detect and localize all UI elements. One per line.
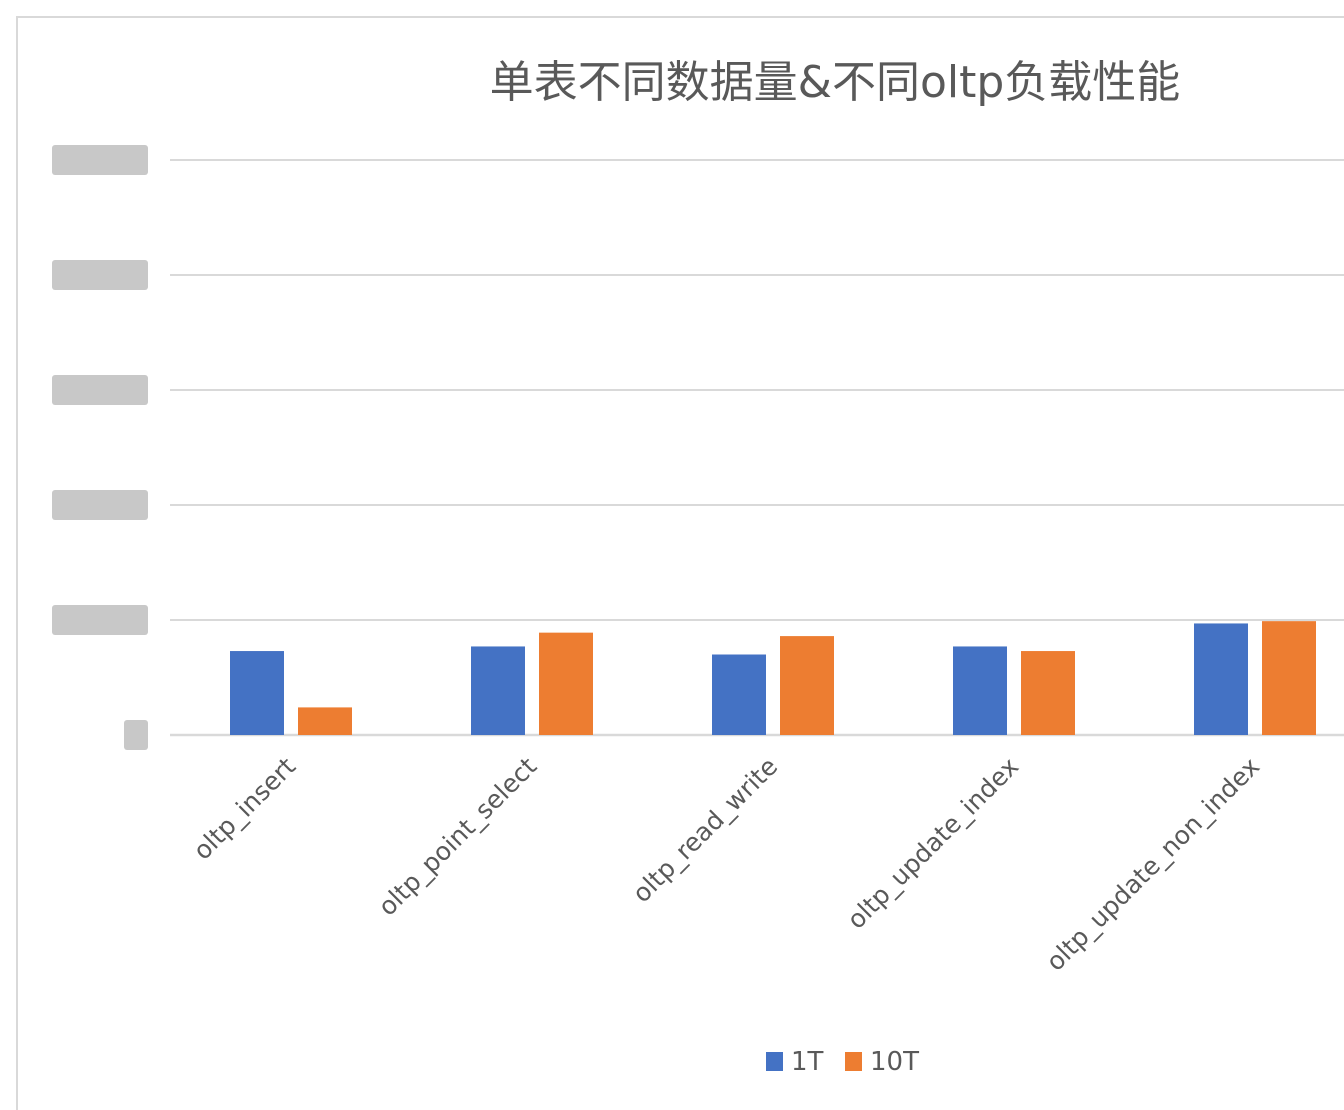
gridlines [170,160,1344,735]
bar-oltp_insert-10T [298,707,352,735]
y-axis-tick-labels [52,145,148,750]
bar-oltp_update_non_index-1T [1194,623,1248,735]
bar-oltp_update_non_index-10T [1262,621,1316,735]
legend-swatch-10T [845,1052,862,1071]
legend-label-1T: 1T [791,1047,824,1077]
bar-oltp_point_select-1T [471,646,525,735]
chart-title: 单表不同数据量&不同oltp负载性能 [490,57,1181,108]
bar-oltp_update_index-10T [1021,651,1075,735]
y-tick-label-obscured [52,260,148,290]
y-tick-label-obscured [52,490,148,520]
x-axis-tick-labels: oltp_insert oltp_point_select oltp_read_wr… [188,752,1266,977]
bar-oltp_read_write-1T [712,655,766,736]
y-tick-label-obscured [52,145,148,175]
y-tick-label-obscured [52,375,148,405]
legend: 1T 10T [766,1047,919,1077]
x-tick-label: oltp_read_write [627,752,783,908]
y-tick-label-obscured [52,605,148,635]
x-tick-label: oltp_update_non_index [1040,752,1265,977]
legend-swatch-1T [766,1052,783,1071]
bar-oltp_read_write-10T [780,636,834,735]
x-tick-label: oltp_update_index [842,752,1025,935]
bar-oltp_update_index-1T [953,646,1007,735]
x-tick-label: oltp_point_select [373,752,543,922]
y-tick-label-obscured [124,720,148,750]
bars [230,621,1316,735]
bar-oltp_point_select-10T [539,633,593,735]
x-tick-label: oltp_insert [188,752,302,866]
legend-label-10T: 10T [870,1047,919,1077]
bar-oltp_insert-1T [230,651,284,735]
